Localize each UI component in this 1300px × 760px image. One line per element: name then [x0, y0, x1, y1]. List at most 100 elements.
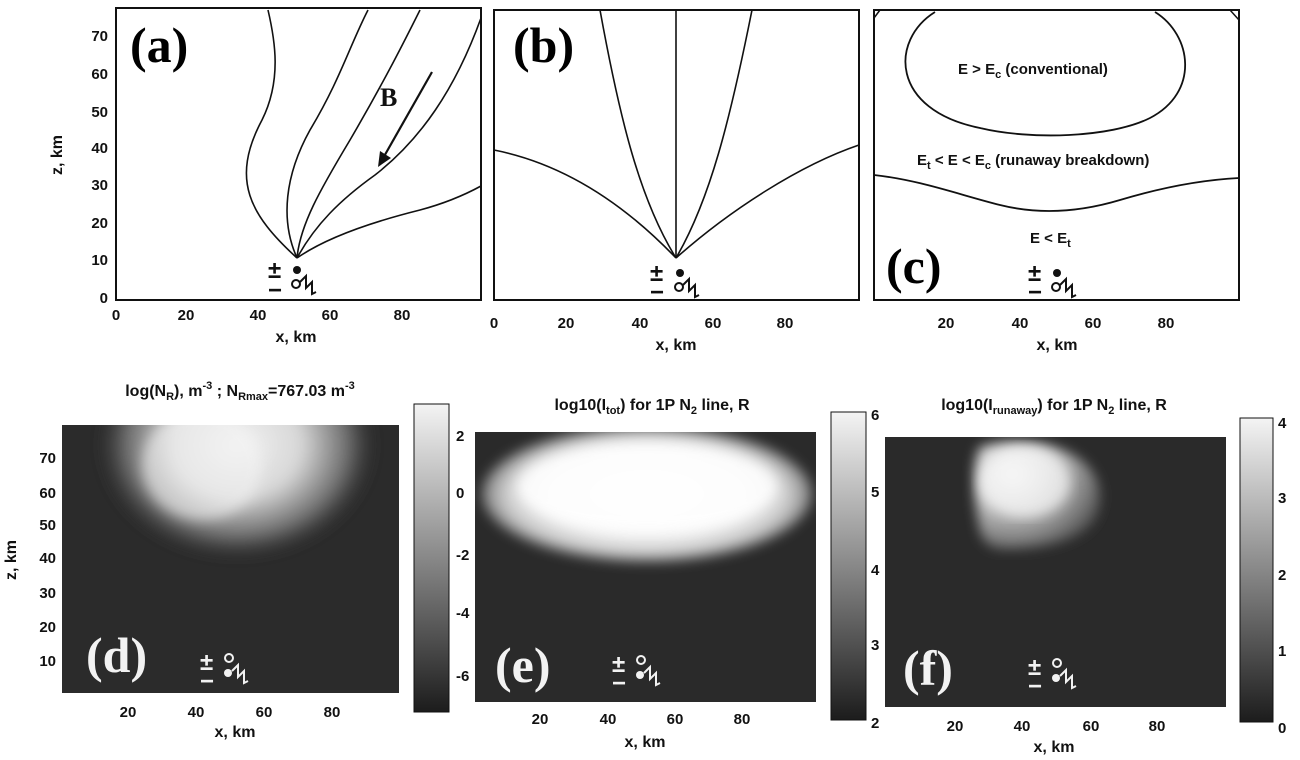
colorbar-f: [1239, 417, 1274, 723]
source-symbol-b: ± −: [650, 260, 700, 306]
panel-e-image: [475, 432, 816, 702]
svg-text:0: 0: [1278, 720, 1286, 737]
svg-text:40: 40: [1012, 315, 1029, 332]
svg-text:4: 4: [1278, 415, 1287, 432]
svg-text:1: 1: [1278, 643, 1286, 660]
field-label-b: B: [380, 83, 397, 112]
source-symbol-f: ± −: [1028, 654, 1077, 700]
x-axis-ticks-a: 0 20 40 60 80: [112, 307, 411, 324]
x-axis-ticks-d: 20 40 60 80: [120, 704, 341, 721]
panel-e-title: log10(Itot) for 1P N2 line, R: [554, 397, 749, 417]
panel-d-image: [62, 425, 399, 693]
svg-text:2: 2: [456, 428, 464, 445]
svg-text:±: ±: [268, 257, 281, 284]
svg-text:−: −: [612, 670, 626, 697]
svg-text:40: 40: [39, 550, 56, 567]
svg-text:20: 20: [39, 619, 56, 636]
svg-text:0: 0: [100, 290, 108, 307]
svg-text:±: ±: [1028, 260, 1041, 287]
panel-f-image: [885, 437, 1226, 707]
x-axis-label-d: x, km: [215, 724, 256, 741]
z-axis-ticks-d: 70 60 50 40 30 20 10: [39, 450, 56, 670]
colorbar-e: [830, 411, 867, 721]
x-axis-label-a: x, km: [276, 329, 317, 346]
equipotential-lines-b: [493, 9, 860, 259]
svg-text:3: 3: [871, 637, 879, 654]
source-symbol-e: ± −: [612, 651, 661, 697]
x-axis-ticks-c: 20 40 60 80: [938, 315, 1175, 332]
svg-text:0: 0: [112, 307, 120, 324]
x-axis-ticks-f: 20 40 60 80: [947, 718, 1166, 735]
z-axis-label-a: z, km: [49, 135, 66, 175]
runaway-region-boundary: [873, 174, 1240, 212]
colorbar-f-ticks: 4 3 2 1 0: [1278, 415, 1287, 737]
x-axis-label-f: x, km: [1034, 739, 1075, 756]
svg-text:60: 60: [91, 66, 108, 83]
svg-text:60: 60: [1085, 315, 1102, 332]
svg-text:20: 20: [91, 215, 108, 232]
region-label-runaway: Et < E < Ec (runaway breakdown): [917, 152, 1149, 172]
svg-text:5: 5: [871, 484, 879, 501]
svg-text:50: 50: [91, 104, 108, 121]
svg-text:30: 30: [91, 177, 108, 194]
svg-text:20: 20: [532, 711, 549, 728]
x-axis-ticks-b: 0 20 40 60 80: [490, 315, 794, 332]
panel-f-title: log10(Irunaway) for 1P N2 line, R: [941, 397, 1167, 417]
z-axis-label-d: z, km: [3, 540, 20, 580]
svg-text:40: 40: [91, 140, 108, 157]
svg-text:6: 6: [871, 407, 879, 424]
panel-d-title: log(NR), m-3 ; NRmax=767.03 m-3: [125, 380, 355, 403]
panel-c-frame: [873, 9, 1240, 301]
svg-text:3: 3: [1278, 490, 1286, 507]
svg-text:30: 30: [39, 585, 56, 602]
panel-c: E > Ec (conventional) Et < E < Ec (runaw…: [873, 9, 1240, 354]
svg-text:40: 40: [600, 711, 617, 728]
x-axis-label-b: x, km: [656, 337, 697, 354]
region-label-below-threshold: E < Et: [1030, 230, 1071, 250]
panel-e-label: (e): [495, 637, 551, 693]
svg-text:4: 4: [871, 562, 880, 579]
x-axis-ticks-e: 20 40 60 80: [532, 711, 751, 728]
z-axis-ticks-a: 70 60 50 40 30 20 10 0: [91, 28, 108, 307]
svg-text:2: 2: [871, 715, 879, 732]
colorbar-d: [413, 403, 450, 713]
svg-text:−: −: [268, 277, 282, 304]
x-axis-label-c: x, km: [1037, 337, 1078, 354]
svg-text:−: −: [200, 668, 214, 695]
source-symbol-c: ± −: [1028, 260, 1077, 306]
field-arrow-a: [381, 71, 433, 161]
svg-text:60: 60: [39, 485, 56, 502]
svg-text:50: 50: [39, 517, 56, 534]
svg-text:20: 20: [558, 315, 575, 332]
panel-d-label: (d): [86, 627, 147, 683]
svg-text:±: ±: [200, 649, 213, 676]
svg-text:60: 60: [705, 315, 722, 332]
region-label-conventional: E > Ec (conventional): [958, 61, 1108, 81]
svg-text:40: 40: [188, 704, 205, 721]
panel-b: (b) ± − 0 20 40 60 80 x, km: [490, 9, 860, 354]
svg-text:±: ±: [1028, 654, 1041, 681]
svg-text:-4: -4: [456, 605, 470, 622]
svg-text:10: 10: [91, 252, 108, 269]
source-symbol-a: ± −: [268, 257, 317, 304]
panel-c-label: (c): [886, 238, 942, 294]
svg-text:80: 80: [1158, 315, 1175, 332]
svg-text:20: 20: [938, 315, 955, 332]
panel-a-label: (a): [130, 17, 188, 73]
colorbar-d-ticks: 2 0 -2 -4 -6: [456, 428, 470, 685]
svg-text:−: −: [1028, 279, 1042, 306]
panel-f-label: (f): [903, 640, 953, 696]
svg-text:80: 80: [324, 704, 341, 721]
svg-text:-2: -2: [456, 547, 469, 564]
svg-text:80: 80: [1149, 718, 1166, 735]
svg-text:2: 2: [1278, 567, 1286, 584]
panel-d: log(NR), m-3 ; NRmax=767.03 m-3 (d) ± − …: [3, 380, 470, 741]
svg-text:-6: -6: [456, 668, 469, 685]
svg-text:±: ±: [612, 651, 625, 678]
svg-text:80: 80: [777, 315, 794, 332]
svg-text:80: 80: [734, 711, 751, 728]
panel-a: (a) B ± − 70 60 50 40 30 20 10 0: [49, 7, 482, 346]
svg-text:±: ±: [650, 260, 663, 287]
field-arrowhead-a: [378, 151, 391, 167]
